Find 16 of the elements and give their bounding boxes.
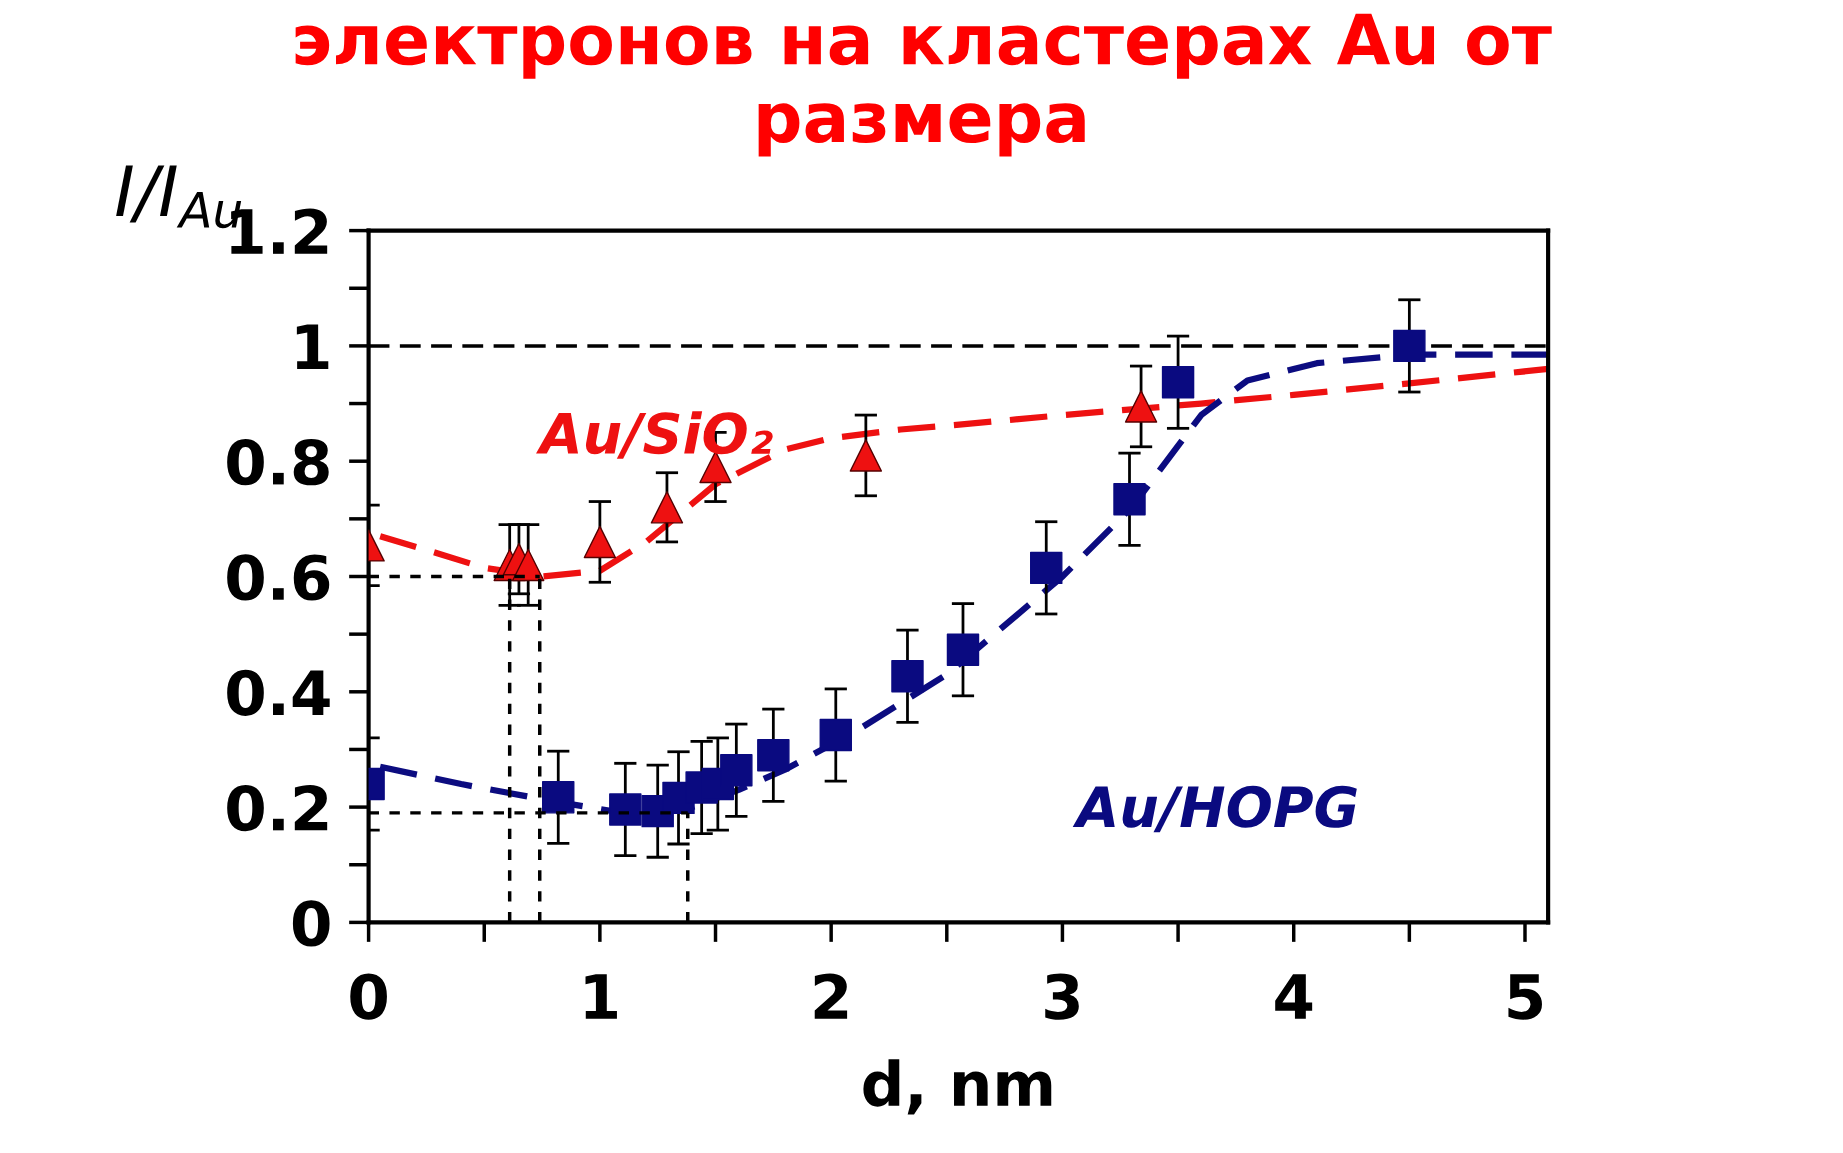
x-tick-label: 3 (1045, 973, 1079, 1020)
y-tick-label: 0 (292, 900, 330, 947)
y-tick-label: 1 (296, 324, 329, 370)
y-tick-label: 0.4 (227, 669, 330, 716)
chart-title: электронов на кластерах Au от размера (295, 13, 1552, 157)
annotation: Au/SiO₂ (536, 411, 773, 459)
x-tick-label: 4 (1275, 974, 1313, 1019)
x-tick-label: 1 (585, 974, 617, 1019)
y-tick-label: 0.8 (227, 439, 329, 486)
annotation: Au/HOPG (1072, 785, 1357, 833)
x-tick-label: 5 (1508, 974, 1542, 1020)
x-axis-title: d, nm (863, 1059, 1052, 1115)
y-tick-label: 0.6 (227, 554, 330, 601)
y-tick-label: 0.2 (227, 784, 328, 832)
x-tick-label: 2 (814, 973, 848, 1019)
x-tick-label: 0 (350, 973, 387, 1020)
